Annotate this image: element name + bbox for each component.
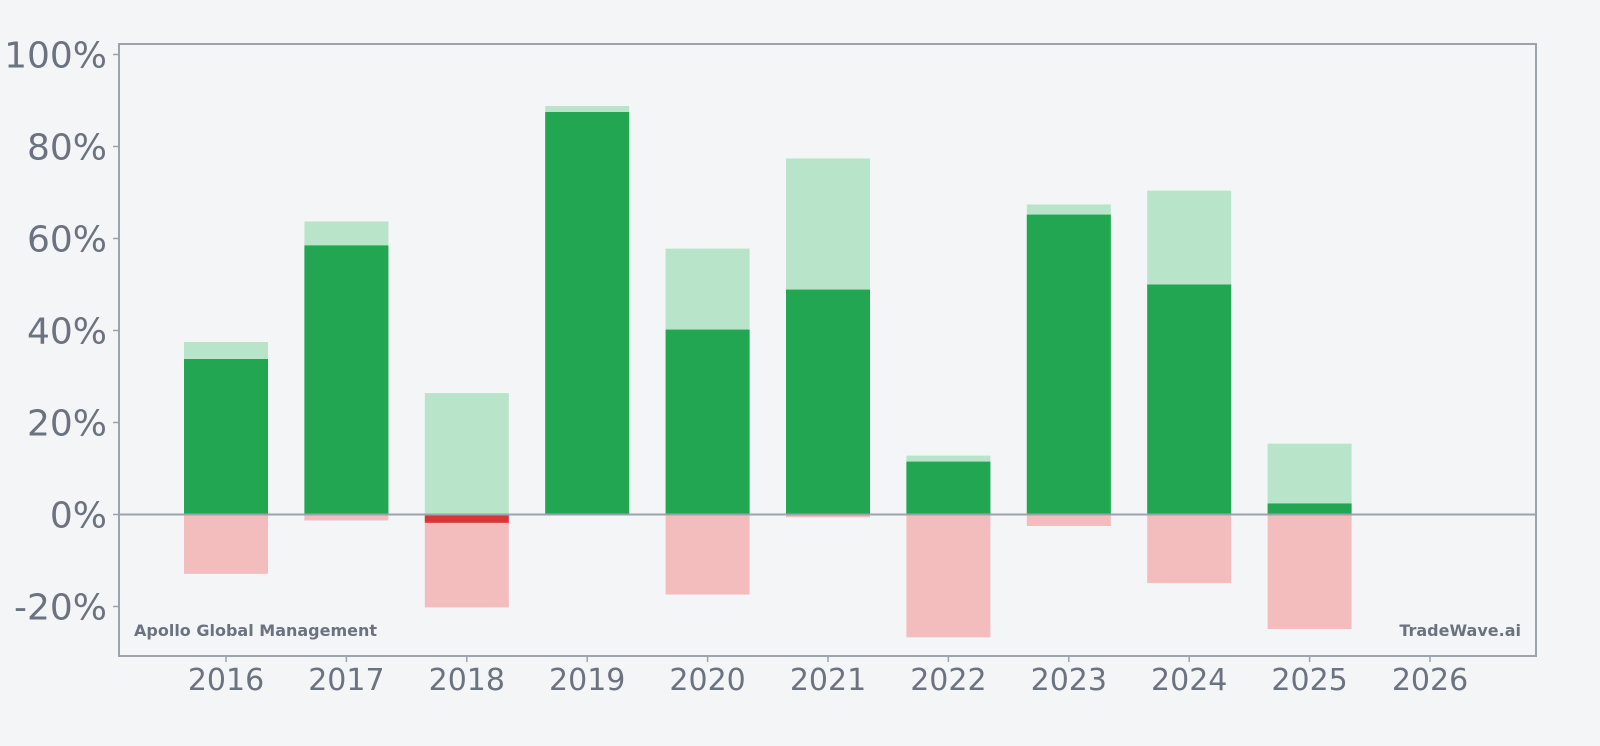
y-tick-label: -20% xyxy=(14,588,107,629)
x-tick-label: 2018 xyxy=(429,663,505,698)
bar-group-2024 xyxy=(1147,190,1232,584)
max-gain-bar xyxy=(1267,443,1352,515)
x-tick-label: 2016 xyxy=(188,663,264,698)
y-axis: -20% 0% 20% 40% 60% 80% 100% xyxy=(4,36,119,629)
watermark-label: TradeWave.ai xyxy=(1399,621,1521,640)
bar-group-2022 xyxy=(906,455,991,638)
y-tick-label: 20% xyxy=(27,404,107,445)
drawdown-bar xyxy=(1026,514,1111,526)
return-bar xyxy=(1026,214,1111,515)
drawdown-bar xyxy=(184,514,268,574)
y-tick-label: 60% xyxy=(27,220,107,261)
bars-group xyxy=(184,106,1352,638)
x-tick-label: 2019 xyxy=(549,663,625,698)
y-tick-label: 0% xyxy=(50,496,107,537)
drawdown-bar xyxy=(1267,514,1352,630)
x-tick-label: 2026 xyxy=(1392,663,1468,698)
return-bar xyxy=(184,359,268,515)
x-tick-label: 2025 xyxy=(1271,663,1347,698)
x-tick-label: 2021 xyxy=(790,663,866,698)
drawdown-bar xyxy=(304,514,389,521)
y-tick-label: 40% xyxy=(27,312,107,353)
x-tick-label: 2023 xyxy=(1031,663,1107,698)
drawdown-bar xyxy=(1147,514,1232,584)
return-bar xyxy=(786,289,870,515)
return-bar xyxy=(665,329,750,515)
return-bar xyxy=(1267,503,1352,515)
max-gain-bar xyxy=(424,393,509,515)
drawdown-bar xyxy=(906,514,991,638)
bar-group-2018 xyxy=(424,393,509,608)
bar-group-2023 xyxy=(1026,204,1111,526)
return-bar xyxy=(1147,284,1232,515)
drawdown-bar xyxy=(665,514,750,595)
x-tick-label: 2017 xyxy=(308,663,384,698)
bar-group-2016 xyxy=(184,342,268,574)
company-label: Apollo Global Management xyxy=(134,621,377,640)
y-tick-label: 100% xyxy=(4,36,107,77)
return-bar xyxy=(304,245,389,515)
x-tick-label: 2024 xyxy=(1151,663,1227,698)
return-bar xyxy=(545,112,630,515)
bar-group-2019 xyxy=(545,106,630,516)
x-tick-label: 2022 xyxy=(910,663,986,698)
return-bar xyxy=(906,461,991,515)
drawdown-bar xyxy=(786,514,870,518)
x-tick-label: 2020 xyxy=(669,663,745,698)
bar-group-2025 xyxy=(1267,443,1352,630)
x-axis: 2016 2017 2018 2019 2020 2021 2022 2023 2024 2025… xyxy=(188,656,1468,698)
y-tick-label: 80% xyxy=(27,128,107,169)
drawdown-bar xyxy=(424,514,509,608)
bar-group-2020 xyxy=(665,248,750,595)
return-bar-negative xyxy=(424,514,509,523)
bar-group-2021 xyxy=(786,158,870,518)
bar-group-2017 xyxy=(304,221,389,521)
